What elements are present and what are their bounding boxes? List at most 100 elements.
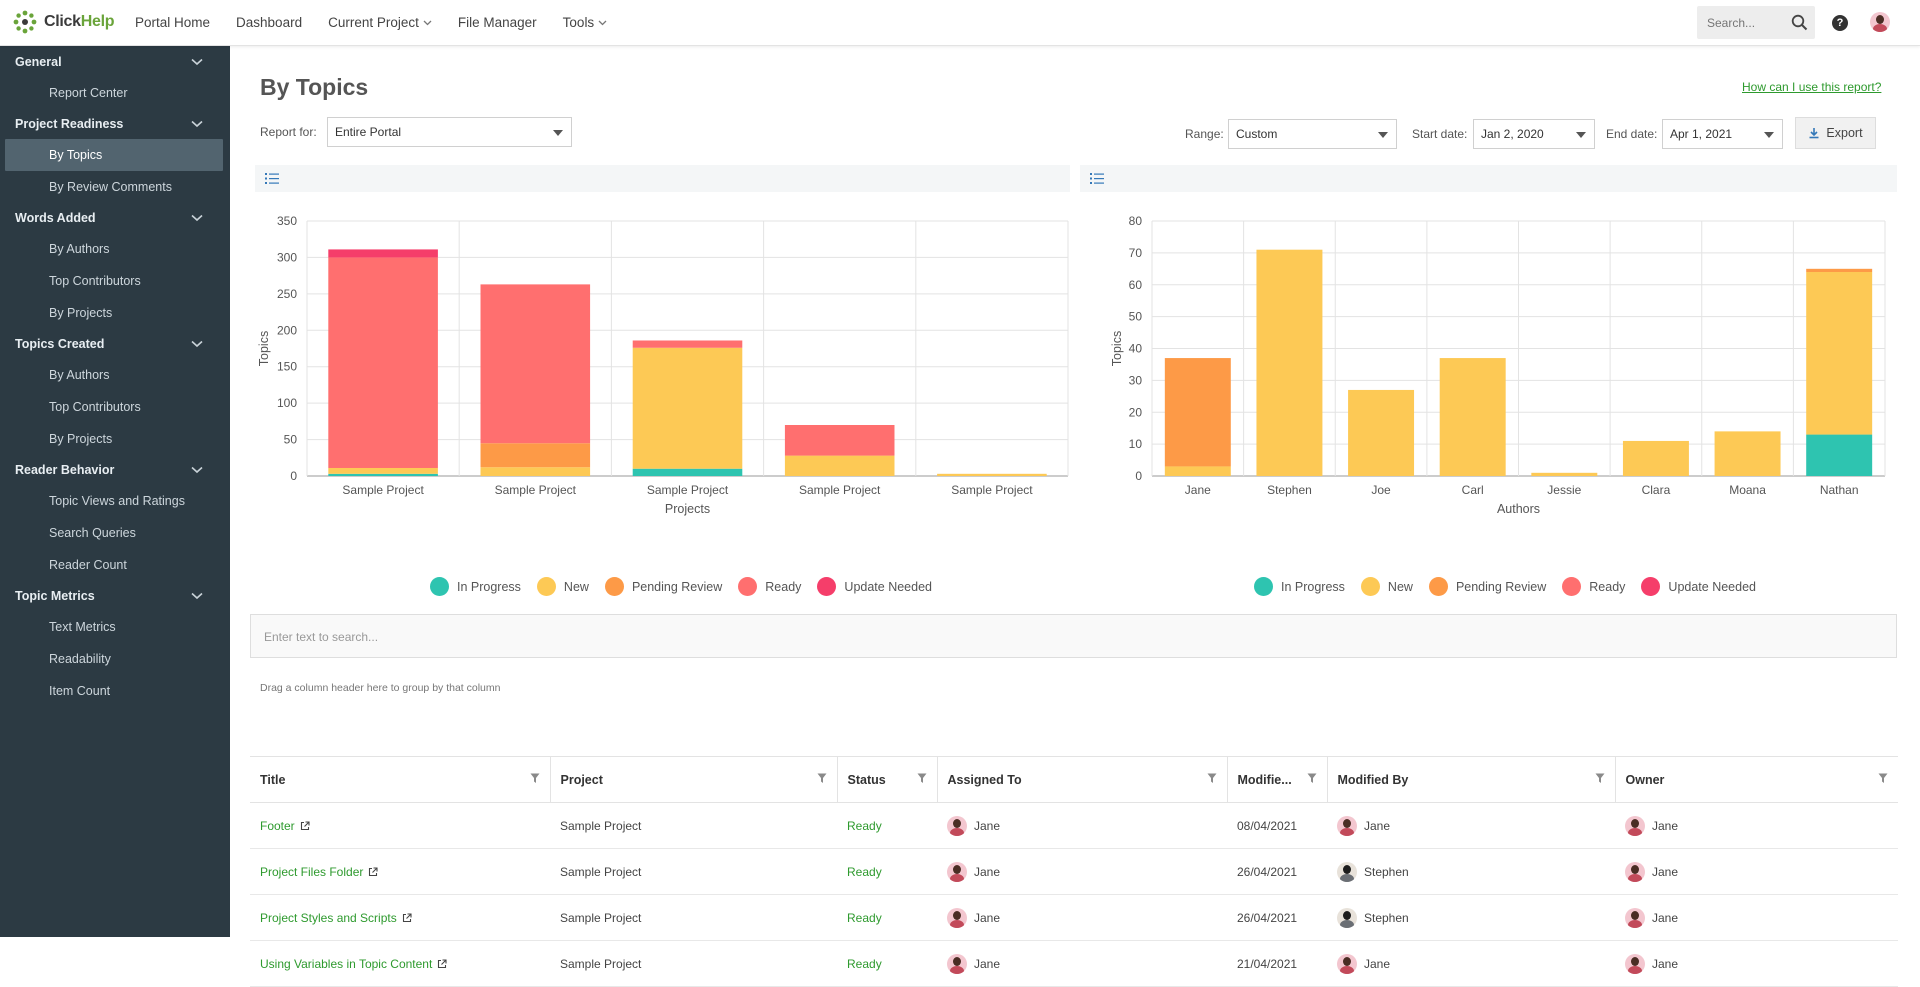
legend-item-in-progress[interactable]: In Progress xyxy=(1254,577,1345,596)
grid-search-input[interactable] xyxy=(262,629,666,645)
nav-tools[interactable]: Tools xyxy=(563,15,608,30)
sidebar-item-report-center[interactable]: Report Center xyxy=(0,77,230,109)
sidebar-item-item-count[interactable]: Item Count xyxy=(0,675,230,707)
sidebar-group-general[interactable]: General xyxy=(0,47,230,77)
filter-icon[interactable] xyxy=(917,773,927,784)
sidebar-item-text-metrics[interactable]: Text Metrics xyxy=(0,611,230,643)
topic-title-link[interactable]: Footer xyxy=(260,818,295,833)
legend-item-new[interactable]: New xyxy=(1360,577,1413,596)
column-header-status[interactable]: Status xyxy=(837,756,938,803)
sidebar-item-by-authors[interactable]: By Authors xyxy=(0,233,230,265)
sidebar-group-topics-created[interactable]: Topics Created xyxy=(0,329,230,359)
sidebar-item-by-topics[interactable]: By Topics xyxy=(5,139,223,171)
sidebar-item-search-queries[interactable]: Search Queries xyxy=(0,517,230,549)
legend-item-in-progress[interactable]: In Progress xyxy=(430,577,521,596)
help-icon[interactable]: ? xyxy=(1832,15,1848,31)
sidebar-item-by-projects[interactable]: By Projects xyxy=(0,297,230,329)
bar-segment-new[interactable] xyxy=(1806,272,1873,435)
bar-segment-new[interactable] xyxy=(1164,466,1231,476)
bar-segment-new[interactable] xyxy=(1622,440,1689,476)
bar-segment-new[interactable] xyxy=(1531,472,1598,476)
legend-item-update-needed[interactable]: Update Needed xyxy=(1641,577,1756,596)
nav-current-project[interactable]: Current Project xyxy=(328,15,432,30)
column-header-modified-by[interactable]: Modified By xyxy=(1327,756,1616,803)
column-header-assigned-to[interactable]: Assigned To xyxy=(937,756,1228,803)
filter-icon[interactable] xyxy=(530,773,540,784)
global-search-input[interactable] xyxy=(1705,14,1791,31)
bar-segment-pending-review[interactable] xyxy=(1806,268,1873,272)
topic-title-link[interactable]: Project Files Folder xyxy=(260,864,364,879)
table-row[interactable]: Footer Sample Project Ready Jane 08/04/2… xyxy=(250,802,1898,849)
sidebar-item-by-projects[interactable]: By Projects xyxy=(0,423,230,455)
sidebar-group-topic-metrics[interactable]: Topic Metrics xyxy=(0,581,230,611)
external-link-icon[interactable] xyxy=(437,958,447,969)
column-header-owner[interactable]: Owner xyxy=(1615,756,1898,803)
bar-segment-update-needed[interactable] xyxy=(328,249,438,258)
external-link-icon[interactable] xyxy=(402,912,412,923)
legend-item-ready[interactable]: Ready xyxy=(738,577,801,596)
column-header-title[interactable]: Title xyxy=(250,756,551,803)
legend-item-update-needed[interactable]: Update Needed xyxy=(817,577,932,596)
topic-title-link[interactable]: Using Variables in Topic Content xyxy=(260,956,433,971)
nav-file-manager[interactable]: File Manager xyxy=(458,15,537,30)
bar-segment-new[interactable] xyxy=(937,473,1047,476)
range-select[interactable]: Custom xyxy=(1228,119,1397,149)
table-row[interactable]: Using Variables in Topic Content Sample … xyxy=(250,940,1898,987)
filter-icon[interactable] xyxy=(817,773,827,784)
sidebar-group-reader-behavior[interactable]: Reader Behavior xyxy=(0,455,230,485)
column-header-project[interactable]: Project xyxy=(550,756,838,803)
filter-icon[interactable] xyxy=(1878,773,1888,784)
bar-segment-pending-review[interactable] xyxy=(1164,358,1231,467)
bar-segment-in-progress[interactable] xyxy=(1806,434,1873,476)
report-for-select[interactable]: Entire Portal xyxy=(327,117,572,147)
sidebar-item-by-review-comments[interactable]: By Review Comments xyxy=(0,171,230,203)
bar-segment-new[interactable] xyxy=(1714,431,1781,476)
export-button[interactable]: Export xyxy=(1795,117,1876,149)
legend-toggle-icon[interactable] xyxy=(265,172,279,185)
legend-item-pending-review[interactable]: Pending Review xyxy=(1428,577,1546,596)
search-icon[interactable] xyxy=(1791,14,1808,31)
filter-icon[interactable] xyxy=(1595,773,1605,784)
start-date-picker[interactable]: Jan 2, 2020 xyxy=(1473,119,1595,149)
filter-icon[interactable] xyxy=(1207,773,1217,784)
sidebar-item-by-authors[interactable]: By Authors xyxy=(0,359,230,391)
bar-segment-new[interactable] xyxy=(480,467,591,476)
bar-segment-new[interactable] xyxy=(1348,389,1415,476)
sidebar-item-top-contributors[interactable]: Top Contributors xyxy=(0,265,230,297)
bar-segment-new[interactable] xyxy=(784,455,895,476)
bar-segment-new[interactable] xyxy=(1256,249,1323,476)
bar-segment-in-progress[interactable] xyxy=(328,473,438,476)
bar-segment-in-progress[interactable] xyxy=(632,468,743,476)
legend-toggle-icon[interactable] xyxy=(1090,172,1104,185)
sidebar-item-reader-count[interactable]: Reader Count xyxy=(0,549,230,581)
bar-segment-new[interactable] xyxy=(1439,358,1506,476)
nav-portal-home[interactable]: Portal Home xyxy=(135,15,210,30)
user-avatar[interactable] xyxy=(1870,12,1890,37)
external-link-icon[interactable] xyxy=(368,866,378,877)
bar-segment-new[interactable] xyxy=(328,467,438,474)
bar-segment-ready[interactable] xyxy=(632,340,743,348)
legend-item-ready[interactable]: Ready xyxy=(1562,577,1625,596)
sidebar-group-words-added[interactable]: Words Added xyxy=(0,203,230,233)
column-header-modifie[interactable]: Modifie... xyxy=(1227,756,1328,803)
clickhelp-logo[interactable]: ClickHelp xyxy=(12,9,115,35)
topic-title-link[interactable]: Project Styles and Scripts xyxy=(260,910,397,925)
nav-dashboard[interactable]: Dashboard xyxy=(236,15,302,30)
bar-segment-ready[interactable] xyxy=(784,425,895,456)
external-link-icon[interactable] xyxy=(300,820,310,831)
sidebar-item-readability[interactable]: Readability xyxy=(0,643,230,675)
legend-item-new[interactable]: New xyxy=(536,577,589,596)
end-date-picker[interactable]: Apr 1, 2021 xyxy=(1662,119,1783,149)
help-link[interactable]: How can I use this report? xyxy=(1742,80,1882,94)
sidebar-group-project-readiness[interactable]: Project Readiness xyxy=(0,109,230,139)
filter-icon[interactable] xyxy=(1307,773,1317,784)
bar-segment-pending-review[interactable] xyxy=(480,443,591,468)
legend-item-pending-review[interactable]: Pending Review xyxy=(604,577,722,596)
bar-segment-ready[interactable] xyxy=(328,257,438,468)
table-row[interactable]: Project Files Folder Sample Project Read… xyxy=(250,848,1898,895)
bar-segment-ready[interactable] xyxy=(480,284,591,444)
sidebar-item-topic-views-and-ratings[interactable]: Topic Views and Ratings xyxy=(0,485,230,517)
table-row[interactable]: Project Styles and Scripts Sample Projec… xyxy=(250,894,1898,941)
bar-segment-new[interactable] xyxy=(632,347,743,469)
sidebar-item-top-contributors[interactable]: Top Contributors xyxy=(0,391,230,423)
